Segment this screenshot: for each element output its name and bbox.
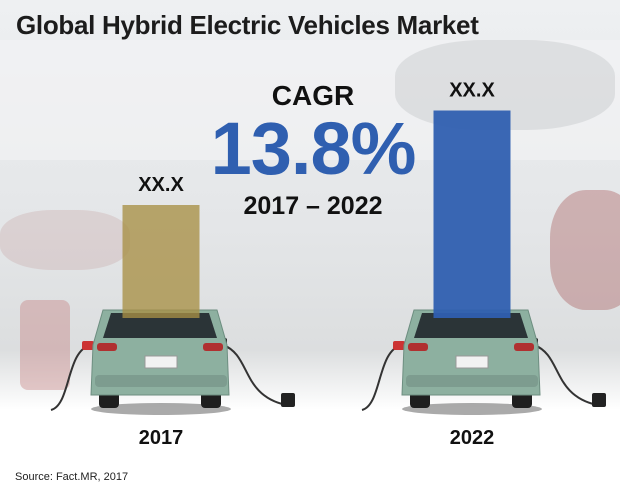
category-label: 2017	[139, 427, 184, 449]
charging-box	[592, 393, 606, 407]
bar-2017	[122, 205, 200, 318]
car-bumper	[95, 375, 227, 387]
cagr-label: CAGR	[271, 80, 355, 111]
charging-plug	[82, 341, 94, 350]
car-rear-window	[414, 313, 528, 338]
hybrid-car-illustration	[361, 309, 606, 415]
car-tail-light	[97, 343, 117, 351]
background-shelf	[0, 210, 130, 270]
bar-2022	[433, 110, 511, 318]
background-red-pole	[20, 300, 70, 390]
car-bumper	[406, 375, 538, 387]
car-tail-light	[203, 343, 223, 351]
cagr-value: 13.8%	[210, 107, 417, 190]
charging-box	[281, 393, 295, 407]
source-note: Source: Fact.MR, 2017	[15, 471, 129, 483]
car-shadow	[91, 403, 231, 415]
car-license-plate	[144, 355, 178, 369]
bar-value-label: XX.X	[138, 174, 184, 196]
charging-cable	[50, 344, 92, 411]
bar-value-label: XX.X	[449, 80, 495, 102]
background-red-car	[550, 190, 620, 310]
page-title: Global Hybrid Electric Vehicles Market	[16, 10, 479, 40]
charging-plug	[393, 341, 405, 350]
hybrid-car-illustration	[50, 309, 295, 415]
charging-cable	[361, 344, 403, 411]
charging-cable	[222, 344, 287, 406]
car-rear-window	[103, 313, 217, 338]
car-tail-light	[514, 343, 534, 351]
charging-cable	[533, 344, 598, 406]
car-shadow	[402, 403, 542, 415]
background-garage	[0, 40, 620, 160]
cagr-period: 2017 – 2022	[243, 192, 383, 220]
car-license-plate	[455, 355, 489, 369]
car-tail-light	[408, 343, 428, 351]
category-label: 2022	[450, 427, 495, 449]
